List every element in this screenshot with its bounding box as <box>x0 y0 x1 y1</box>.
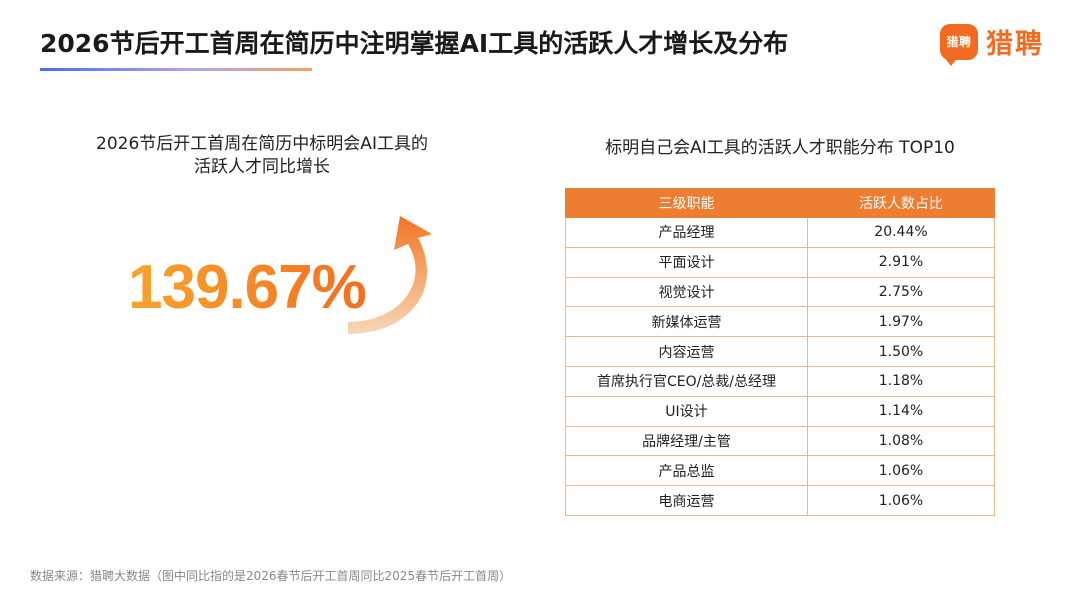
function-cell: UI设计 <box>565 395 808 427</box>
share-cell: 20.44% <box>807 217 995 248</box>
growth-value-text: 139.67% <box>128 253 366 322</box>
growth-subtitle-line2: 活跃人才同比增长 <box>194 157 330 177</box>
function-ranking-table: 三级职能 活跃人数占比 产品经理 20.44% 平面设计 2.91% 视觉设计 2.7… <box>565 188 995 516</box>
title-underline <box>40 68 312 71</box>
function-cell: 首席执行官CEO/总裁/总经理 <box>565 365 808 397</box>
share-cell: 1.50% <box>807 336 995 367</box>
share-cell: 1.18% <box>807 365 995 397</box>
growth-subtitle: 2026节后开工首周在简历中标明会AI工具的 活跃人才同比增长 <box>52 133 472 179</box>
table-title: 标明自己会AI工具的活跃人才职能分布 TOP10 <box>605 138 955 158</box>
brand: 猎聘 猎聘 <box>940 22 1044 66</box>
table-row: UI设计 1.14% <box>565 395 995 427</box>
share-cell: 2.91% <box>807 246 995 278</box>
curved-arrow-icon <box>348 216 432 334</box>
column-header-share: 活跃人数占比 <box>807 188 995 218</box>
function-cell: 平面设计 <box>565 246 808 278</box>
share-cell: 1.06% <box>807 455 995 487</box>
share-cell: 1.06% <box>807 485 995 516</box>
table-row: 产品经理 20.44% <box>565 217 995 248</box>
function-cell: 视觉设计 <box>565 276 808 308</box>
table-row: 产品总监 1.06% <box>565 455 995 487</box>
page-title: 2026节后开工首周在简历中注明掌握AI工具的活跃人才增长及分布 <box>40 29 789 58</box>
share-cell: 1.14% <box>807 395 995 427</box>
function-cell: 品牌经理/主管 <box>565 425 808 457</box>
table-row: 品牌经理/主管 1.08% <box>565 425 995 457</box>
source-note: 数据来源：猎聘大数据（图中同比指的是2026春节后开工首周同比2025春节后开工… <box>30 569 512 583</box>
table-header-row: 三级职能 活跃人数占比 <box>565 188 995 218</box>
growth-subtitle-line1: 2026节后开工首周在简历中标明会AI工具的 <box>96 134 428 154</box>
table-row: 新媒体运营 1.97% <box>565 306 995 338</box>
function-cell: 产品总监 <box>565 455 808 487</box>
liepin-logo-icon: 猎聘 <box>940 23 978 66</box>
share-cell: 2.75% <box>807 276 995 308</box>
table-row: 视觉设计 2.75% <box>565 276 995 308</box>
function-cell: 产品经理 <box>565 217 808 248</box>
share-cell: 1.97% <box>807 306 995 338</box>
column-header-function: 三级职能 <box>565 188 808 218</box>
function-cell: 新媒体运营 <box>565 306 808 338</box>
table-row: 首席执行官CEO/总裁/总经理 1.18% <box>565 365 995 397</box>
brand-logo-text: 猎聘 <box>946 35 972 49</box>
share-cell: 1.08% <box>807 425 995 457</box>
table-row: 平面设计 2.91% <box>565 246 995 278</box>
table-row: 电商运营 1.06% <box>565 485 995 516</box>
function-cell: 电商运营 <box>565 485 808 516</box>
table-row: 内容运营 1.50% <box>565 336 995 367</box>
growth-value: 139.67% <box>128 253 367 322</box>
brand-name: 猎聘 <box>986 29 1044 60</box>
function-cell: 内容运营 <box>565 336 808 367</box>
